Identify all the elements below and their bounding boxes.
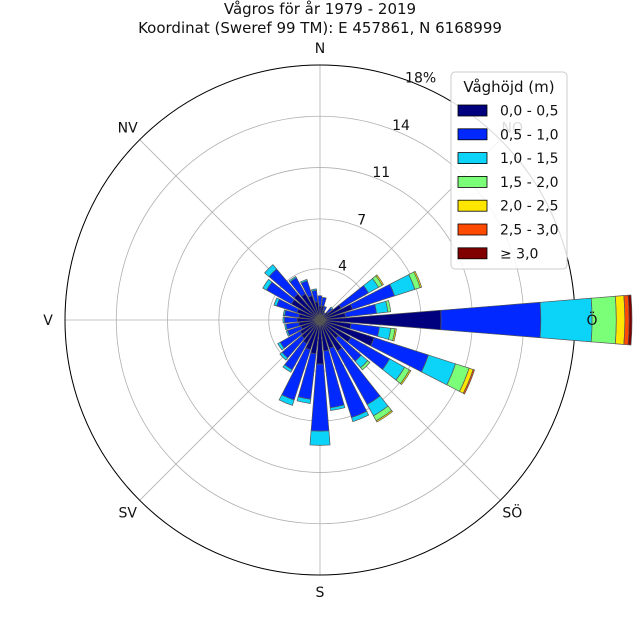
rose-bar-segment bbox=[375, 274, 384, 286]
rose-bar-segment bbox=[317, 295, 323, 307]
legend-swatch bbox=[457, 104, 488, 117]
legend-items: 0,0 - 0,5 0,5 - 1,0 1,0 - 1,5 1,5 - 2,0 2,0 … bbox=[457, 104, 558, 262]
rose-bar-segment bbox=[284, 323, 288, 331]
radial-tick-label: 14 bbox=[392, 118, 410, 134]
direction-label: S bbox=[316, 585, 325, 601]
chart-title: Vågros för år 1979 - 2019 bbox=[224, 0, 416, 18]
direction-label: SÖ bbox=[502, 503, 522, 521]
rose-bar-segment bbox=[262, 278, 273, 291]
legend-label: 0,0 - 0,5 bbox=[500, 104, 558, 120]
wave-rose-bars bbox=[262, 264, 633, 446]
legend-swatch bbox=[457, 175, 488, 188]
radial-tick-label: 4 bbox=[338, 259, 347, 275]
rose-bar-segment bbox=[309, 430, 331, 446]
rose-bar-segment bbox=[282, 309, 287, 317]
rose-bar-segment bbox=[296, 396, 312, 404]
rose-bar-segment bbox=[413, 270, 423, 289]
rose-bar-segment bbox=[311, 288, 317, 292]
rose-bar-segment bbox=[264, 264, 278, 278]
rose-bar-segment bbox=[462, 369, 475, 395]
legend-label: 1,0 - 1,5 bbox=[500, 151, 558, 167]
rose-bar-segment bbox=[375, 409, 393, 423]
legend-swatch bbox=[457, 152, 488, 165]
rose-bar-segment bbox=[282, 316, 285, 324]
rose-bar-segment bbox=[351, 410, 370, 423]
rose-bar-segment bbox=[279, 351, 289, 361]
direction-label: N bbox=[315, 41, 325, 57]
legend-swatch bbox=[457, 247, 488, 260]
legend-label: 2,5 - 3,0 bbox=[500, 223, 558, 239]
rose-bar-segment bbox=[322, 305, 327, 312]
legend-swatch bbox=[457, 128, 488, 141]
legend-swatch bbox=[457, 199, 488, 212]
direction-label: NV bbox=[118, 121, 138, 137]
rose-bar-segment bbox=[392, 328, 397, 342]
legend-swatch bbox=[457, 223, 488, 236]
rose-bar-segment bbox=[277, 341, 285, 351]
rose-bar-segment bbox=[282, 364, 293, 373]
radial-tick-label: 18% bbox=[405, 70, 436, 86]
radial-tick-labels: 4 7 11 14 18% bbox=[338, 70, 436, 274]
rose-bar-segment bbox=[321, 296, 327, 307]
rose-bar-segment bbox=[273, 297, 280, 307]
legend-label: 2,0 - 2,5 bbox=[500, 199, 558, 215]
rose-bar-segment bbox=[627, 294, 633, 346]
rose-bar-segment bbox=[329, 306, 334, 311]
rose-bar-segment bbox=[539, 297, 593, 343]
radial-tick-label: 7 bbox=[357, 213, 366, 229]
rose-bar-segment bbox=[360, 360, 371, 371]
rose-bar-segment bbox=[614, 295, 626, 345]
legend: Våghöjd (m) 0,0 - 0,5 0,5 - 1,0 1,0 - 1,5 1… bbox=[450, 71, 568, 270]
direction-labels: NNOÖSÖSSVVNV bbox=[43, 41, 597, 601]
legend-title: Våghöjd (m) bbox=[463, 78, 554, 96]
rose-bar-segment bbox=[440, 301, 542, 339]
legend-label: ≥ 3,0 bbox=[500, 246, 538, 262]
direction-label: SV bbox=[118, 505, 137, 521]
rose-bar-segment bbox=[385, 300, 392, 313]
direction-label: V bbox=[43, 313, 53, 329]
rose-bar-segment bbox=[288, 275, 297, 283]
rose-bar-segment bbox=[285, 330, 291, 337]
chart-subtitle: Koordinat (Sweref 99 TM): E 457861, N 61… bbox=[138, 19, 502, 37]
rose-bar-segment bbox=[300, 278, 308, 284]
rose-bar-segment bbox=[284, 316, 298, 324]
rose-bar-segment bbox=[278, 394, 295, 406]
legend-frame bbox=[450, 71, 568, 270]
direction-label: Ö bbox=[586, 311, 597, 329]
legend-label: 1,5 - 2,0 bbox=[500, 175, 558, 191]
rose-bar-segment bbox=[399, 369, 412, 386]
rose-bar-segment bbox=[329, 404, 346, 411]
legend-label: 0,5 - 1,0 bbox=[500, 127, 558, 143]
radial-tick-label: 11 bbox=[372, 165, 390, 181]
